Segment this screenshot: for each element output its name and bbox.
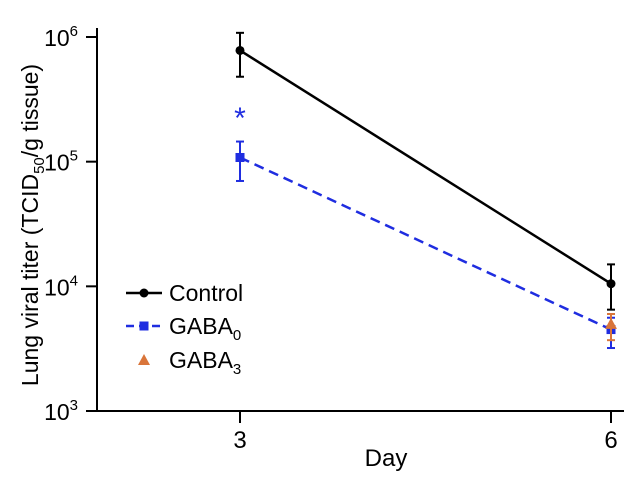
series-2 bbox=[605, 312, 617, 342]
data-point bbox=[605, 317, 617, 329]
legend-marker bbox=[139, 288, 149, 298]
y-tick-label: 104 bbox=[44, 272, 78, 300]
legend-marker bbox=[138, 354, 150, 365]
x-tick-label: 3 bbox=[233, 427, 246, 454]
y-tick-label: 106 bbox=[44, 23, 78, 51]
data-point bbox=[235, 152, 245, 162]
legend-label: GABA3 bbox=[169, 347, 241, 378]
series-0 bbox=[235, 31, 616, 311]
series-line bbox=[239, 156, 612, 331]
significance-marker: * bbox=[234, 102, 246, 135]
y-tick-label: 103 bbox=[44, 397, 78, 425]
y-axis-label: Lung viral titer (TCID50/g tissue) bbox=[17, 64, 48, 386]
y-tick-label: 105 bbox=[44, 148, 78, 176]
legend-item: Control bbox=[126, 280, 243, 306]
data-point bbox=[606, 279, 616, 289]
legend-label: GABA0 bbox=[169, 313, 241, 344]
data-point bbox=[235, 45, 245, 55]
series-line bbox=[239, 49, 612, 285]
legend-marker bbox=[139, 321, 149, 331]
series-1 bbox=[235, 140, 616, 350]
legend-label: Control bbox=[169, 280, 243, 306]
legend-item: GABA3 bbox=[138, 347, 241, 378]
x-tick-label: 6 bbox=[604, 427, 617, 454]
legend-item: GABA0 bbox=[126, 313, 241, 344]
x-axis-label: Day bbox=[365, 445, 408, 472]
